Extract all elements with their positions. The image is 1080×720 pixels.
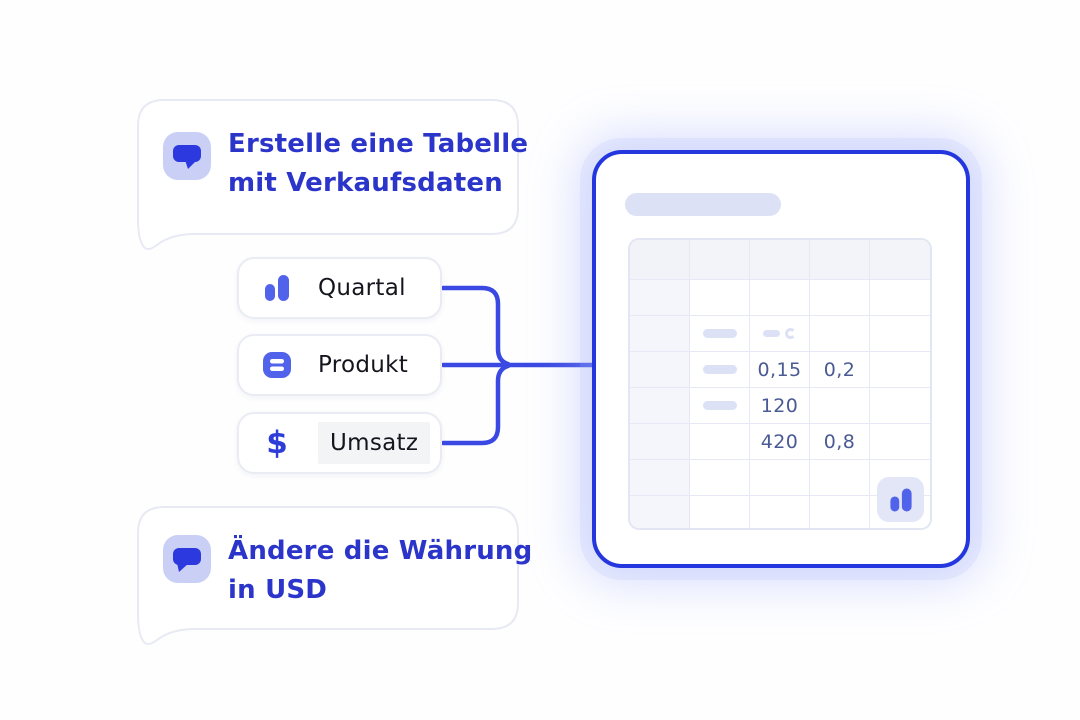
prompt-line: in USD [228,575,328,605]
spreadsheet-cell [870,240,930,280]
spreadsheet-cell [630,280,690,316]
spreadsheet-cell [690,460,750,496]
field-chip-umsatz[interactable]: $ Umsatz [237,412,442,474]
chat-bubble-icon [173,548,201,572]
spreadsheet-cell [870,316,930,352]
prompt-bubble-change-currency[interactable]: Ändere die Währung in USD [137,506,532,645]
spreadsheet-cell [870,424,930,460]
spreadsheet-cell [690,496,750,528]
field-chip-quartal[interactable]: Quartal [237,257,442,319]
spreadsheet-table: 0,15 0,2 120 420 0,8 [628,238,932,530]
spreadsheet-cell: 420 [750,424,810,460]
spreadsheet-cell [630,496,690,528]
chip-label: Umsatz [318,422,431,464]
chat-message-icon [163,132,211,180]
spreadsheet-cell [810,388,870,424]
spreadsheet-cell [690,388,750,424]
placeholder-pill [702,365,737,374]
speech-bubble-outline [137,99,519,250]
spreadsheet-card: 0,15 0,2 120 420 0,8 [592,150,970,568]
bar-chart-icon [889,488,912,511]
spreadsheet-cell [690,316,750,352]
mini-placeholders [763,328,796,339]
spreadsheet-cell [750,280,810,316]
spreadsheet-cell: 120 [750,388,810,424]
spreadsheet-cell [810,316,870,352]
spreadsheet-cell [810,496,870,528]
spreadsheet-cell [750,316,810,352]
dollar-glyph: $ [266,425,288,461]
placeholder-pill [702,401,737,410]
prompt-text: Ändere die Währung in USD [228,532,532,610]
prompt-line: Ändere die Währung [228,536,533,566]
speech-bubble-outline [137,506,519,645]
prompt-line: Erstelle eine Tabelle [228,129,529,159]
spreadsheet-cell [810,460,870,496]
spreadsheet-cell [690,424,750,460]
spreadsheet-cell: 0,2 [810,352,870,388]
chat-bubble-icon [173,145,201,169]
spreadsheet-cell [630,316,690,352]
spreadsheet-cell [690,280,750,316]
bar-chart-icon [260,271,294,305]
connector-brace [442,285,597,446]
dollar-icon: $ [260,425,294,461]
spreadsheet-cell [630,240,690,280]
chip-label: Produkt [318,352,409,378]
spreadsheet-cell: 0,15 [750,352,810,388]
prompt-bubble-create-table[interactable]: Erstelle eine Tabelle mit Verkaufsdaten [137,99,528,250]
spreadsheet-cell [870,352,930,388]
spreadsheet-cell [750,496,810,528]
spreadsheet-cell [870,280,930,316]
prompt-line: mit Verkaufsdaten [228,168,503,198]
spreadsheet-cell [690,352,750,388]
chip-label: Quartal [318,275,406,301]
spreadsheet-cell [750,460,810,496]
spreadsheet-cell [810,240,870,280]
spreadsheet-cell [870,388,930,424]
chart-shortcut-tile[interactable] [877,477,924,522]
prompt-text: Erstelle eine Tabelle mit Verkaufsdaten [228,125,528,203]
product-list-icon [260,348,294,382]
spreadsheet-cell [630,460,690,496]
spreadsheet-grid: 0,15 0,2 120 420 0,8 [630,240,930,528]
spreadsheet-cell [630,424,690,460]
placeholder-ring [785,328,796,339]
spreadsheet-cell [690,240,750,280]
placeholder-pill [763,330,780,337]
spreadsheet-cell [810,280,870,316]
spreadsheet-cell [630,388,690,424]
spreadsheet-cell [630,352,690,388]
field-chip-produkt[interactable]: Produkt [237,334,442,396]
spreadsheet-cell: 0,8 [810,424,870,460]
title-placeholder-bar [625,193,781,216]
spreadsheet-cell [750,240,810,280]
chat-message-icon [163,535,211,583]
placeholder-pill [702,329,737,338]
